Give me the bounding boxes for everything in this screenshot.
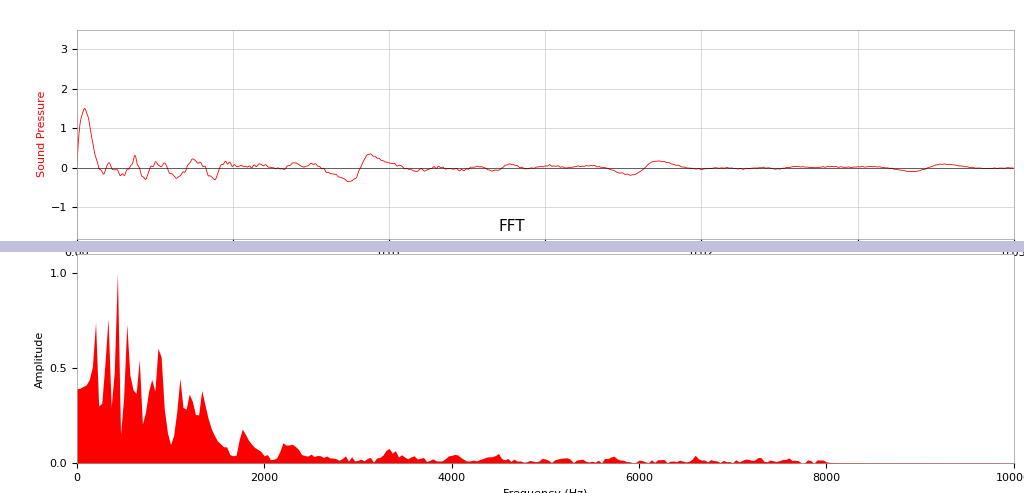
Text: FFT: FFT bbox=[499, 219, 525, 234]
X-axis label: Frequency (Hz): Frequency (Hz) bbox=[503, 489, 588, 493]
Y-axis label: Amplitude: Amplitude bbox=[35, 330, 45, 387]
Y-axis label: Sound Pressure: Sound Pressure bbox=[37, 91, 46, 177]
X-axis label: Time (s): Time (s) bbox=[522, 264, 568, 274]
